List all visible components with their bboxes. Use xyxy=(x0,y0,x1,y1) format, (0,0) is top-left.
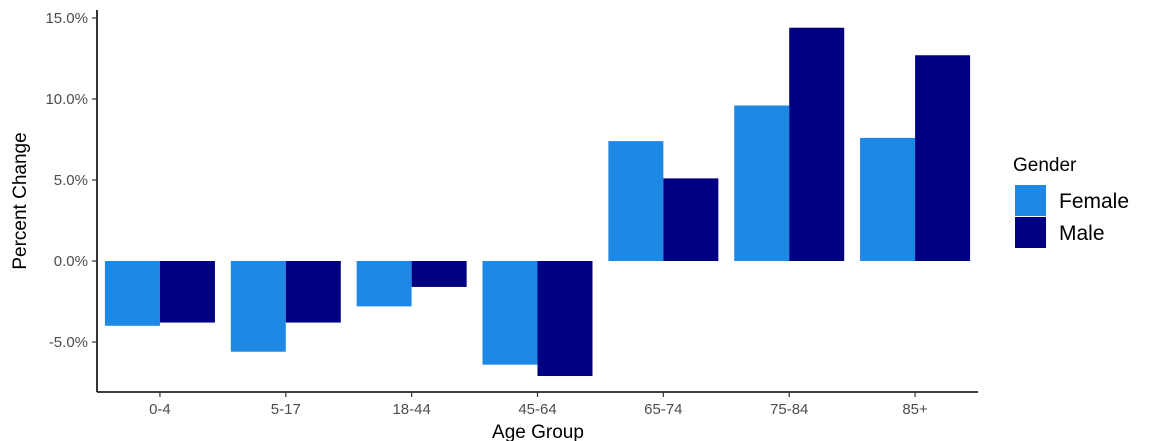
bars-group xyxy=(104,27,971,377)
x-tick-label: 18-44 xyxy=(392,401,430,418)
bar-female-18-44 xyxy=(356,261,412,307)
x-tick-label: 65-74 xyxy=(644,401,682,418)
x-axis-title: Age Group xyxy=(492,422,584,441)
x-tick-label: 45-64 xyxy=(518,401,556,418)
bar-male-0-4 xyxy=(159,261,215,323)
x-ticks-group: 0-4 5-17 18-44 45-64 65-74 75-84 85+ xyxy=(149,392,928,418)
x-tick-label: 75-84 xyxy=(770,401,808,418)
legend-title: Gender xyxy=(1013,155,1077,176)
bar-female-5-17 xyxy=(230,261,286,352)
bar-female-85+ xyxy=(860,137,916,261)
x-tick-label: 0-4 xyxy=(149,401,171,418)
legend: Gender Female Male xyxy=(1013,155,1129,248)
y-tick-label: 0.0% xyxy=(54,253,88,270)
bar-female-0-4 xyxy=(104,261,160,326)
bar-male-18-44 xyxy=(411,261,467,287)
bar-male-5-17 xyxy=(285,261,341,323)
bar-male-85+ xyxy=(915,55,971,262)
y-tick-label: 15.0% xyxy=(45,10,88,27)
bar-female-45-64 xyxy=(482,261,538,365)
bar-female-65-74 xyxy=(608,141,664,261)
y-ticks-group: -5.0% 0.0% 5.0% 10.0% 15.0% xyxy=(45,10,97,351)
y-tick-label: 10.0% xyxy=(45,91,88,108)
y-axis-title: Percent Change xyxy=(10,132,31,269)
y-tick-label: -5.0% xyxy=(49,334,88,351)
bar-male-45-64 xyxy=(537,261,593,377)
legend-swatch-male xyxy=(1015,217,1046,248)
bar-male-65-74 xyxy=(663,178,719,261)
x-tick-label: 85+ xyxy=(902,401,928,418)
x-tick-label: 5-17 xyxy=(271,401,301,418)
legend-swatch-female xyxy=(1015,185,1046,216)
bar-female-75-84 xyxy=(734,105,790,261)
legend-label-male: Male xyxy=(1059,222,1105,245)
legend-label-female: Female xyxy=(1059,190,1129,213)
y-tick-label: 5.0% xyxy=(54,172,88,189)
bar-male-75-84 xyxy=(789,27,845,261)
